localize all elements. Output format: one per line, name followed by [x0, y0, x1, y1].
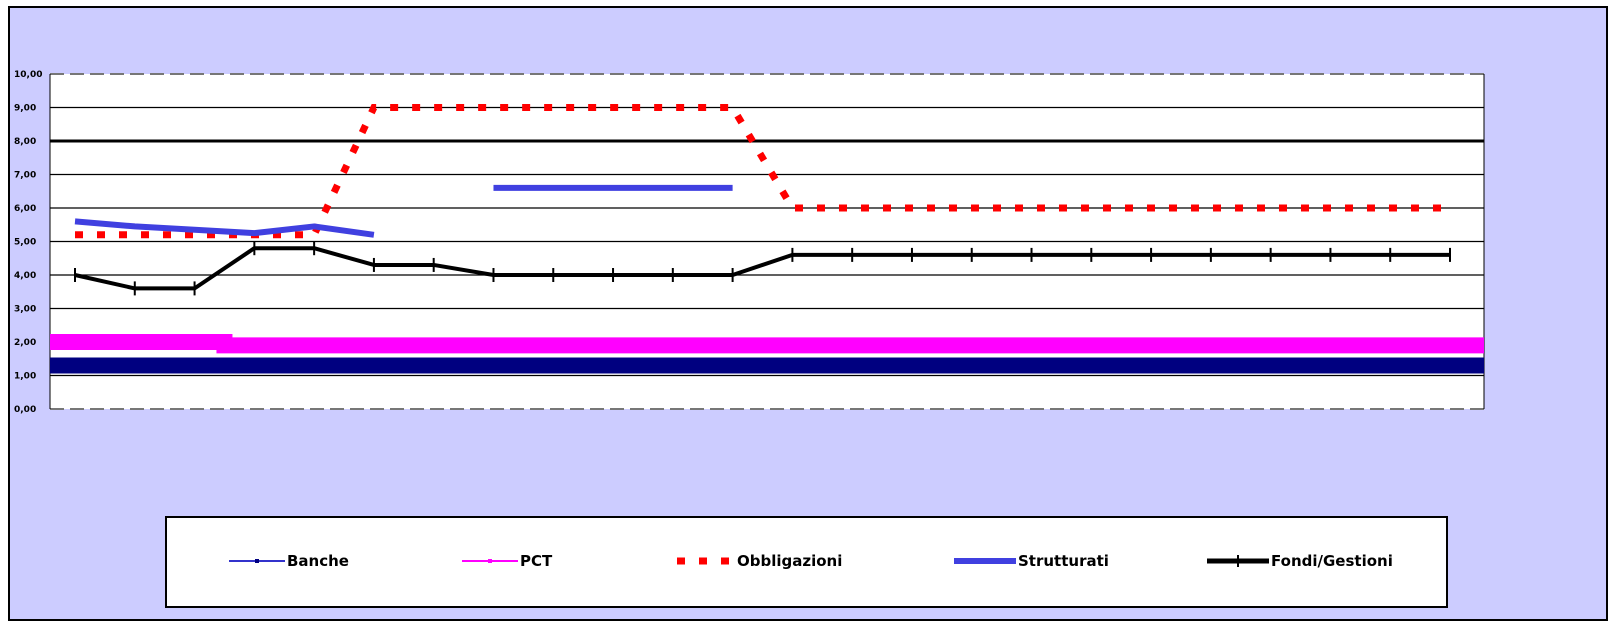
y-tick-label: 3,00 — [14, 305, 36, 315]
legend-swatch-fondi-gestioni — [1207, 555, 1269, 567]
y-tick-label: 7,00 — [14, 171, 36, 181]
legend-swatch-banche — [229, 559, 285, 563]
legend-swatch-pct — [462, 559, 518, 563]
series-layer — [50, 104, 1484, 374]
legend-label: Fondi/Gestioni — [1271, 552, 1393, 570]
series-pct-line — [50, 334, 1484, 354]
series-strutturati-line — [74, 184, 733, 238]
y-tick-label: 6,00 — [14, 204, 36, 214]
series-fondi-gestioni-line — [74, 246, 1450, 291]
legend-label: Strutturati — [1018, 552, 1109, 570]
y-tick-label: 2,00 — [14, 338, 36, 348]
legend-swatch-strutturati — [954, 558, 1016, 564]
legend-item-fondi-gestioni: Fondi/Gestioni — [1207, 550, 1393, 572]
legend: Banche PCT Obbligazioni Strutturati Fond… — [165, 516, 1448, 608]
legend-item-banche: Banche — [229, 550, 349, 572]
y-tick-label: 1,00 — [14, 372, 36, 382]
series-obbligazioni-line — [75, 104, 1450, 239]
y-tick-labels: 0,00 1,00 2,00 3,00 4,00 5,00 6,00 7,00 8,00 9,00… — [14, 70, 42, 415]
chart-svg: 0,00 1,00 2,00 3,00 4,00 5,00 6,00 7,00 8,00 9,00… — [14, 70, 1485, 415]
chart-frame: 0,00 1,00 2,00 3,00 4,00 5,00 6,00 7,00 8,00 9,00… — [8, 6, 1608, 621]
y-tick-label: 0,00 — [14, 405, 36, 415]
y-tick-label: 9,00 — [14, 104, 36, 114]
legend-label: Obbligazioni — [737, 552, 843, 570]
legend-item-obbligazioni: Obbligazioni — [677, 550, 842, 572]
y-tick-label: 5,00 — [14, 238, 36, 248]
legend-item-strutturati: Strutturati — [954, 550, 1109, 572]
legend-label: PCT — [520, 552, 553, 570]
y-tick-label: 8,00 — [14, 137, 36, 147]
y-tick-label: 10,00 — [14, 70, 42, 80]
legend-item-pct: PCT — [462, 550, 552, 572]
legend-label: Banche — [287, 552, 349, 570]
legend-swatch-obbligazioni — [677, 557, 735, 565]
y-tick-label: 4,00 — [14, 271, 36, 281]
